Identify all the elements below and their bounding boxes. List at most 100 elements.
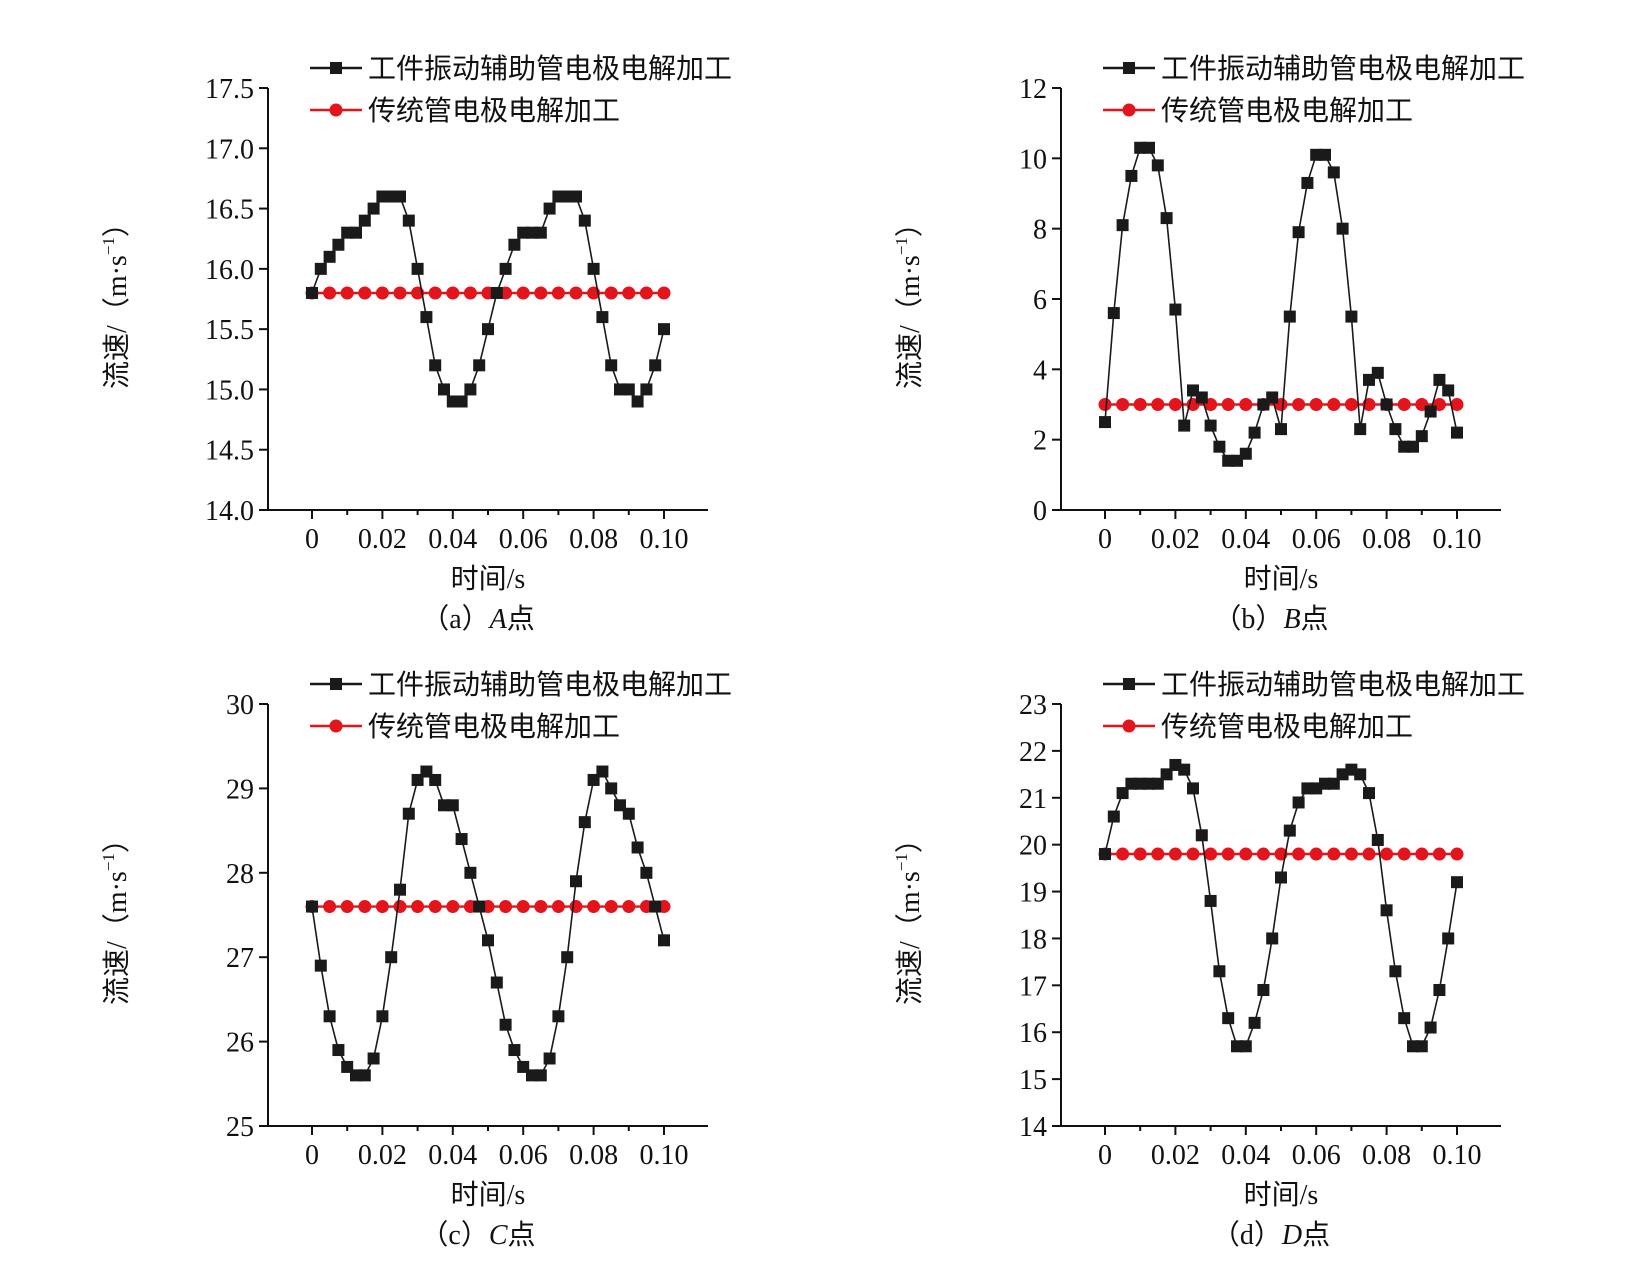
panel-caption: （d）D点 — [1212, 1219, 1330, 1251]
x-tick-label: 0 — [305, 524, 319, 555]
data-point-circle — [411, 900, 425, 914]
data-point-square — [1442, 384, 1455, 397]
data-point-square — [464, 383, 477, 396]
y-axis-label: 流速/（m·s−1） — [99, 825, 133, 1005]
y-tick-label: 29 — [226, 774, 254, 805]
legend-square-marker — [1123, 678, 1135, 690]
data-point-square — [367, 1052, 380, 1065]
chart-panel-a: 14.0 14.5 15.0 15.5 16.0 16.5 17.0 17.5 0 0.02 0.0… — [99, 53, 732, 635]
data-point-square — [640, 383, 653, 396]
y-tick-label: 28 — [226, 859, 254, 890]
data-point-square — [543, 1052, 556, 1065]
y-tick-label: 10 — [1019, 144, 1047, 175]
y-axis-label-end: ） — [894, 209, 926, 237]
data-point-square — [1213, 965, 1226, 978]
data-point-square — [1319, 148, 1331, 161]
x-tick-label: 0.04 — [1221, 524, 1270, 555]
data-point-square — [385, 951, 398, 964]
data-point-circle — [1450, 847, 1464, 861]
y-tick-label: 23 — [1019, 690, 1047, 721]
x-tick-label: 0.06 — [1292, 1140, 1341, 1171]
y-tick-label: 21 — [1019, 784, 1047, 815]
data-point-circle — [1133, 398, 1147, 411]
data-point-square — [1389, 965, 1402, 978]
x-tick-label: 0.10 — [1433, 1140, 1482, 1171]
x-tick-label: 0.10 — [1433, 524, 1482, 555]
legend-square-marker — [330, 62, 342, 74]
caption-prefix: （c） — [420, 1219, 488, 1251]
data-point-square — [578, 214, 591, 227]
legend-label: 工件振动辅助管电极电解加工 — [368, 669, 732, 701]
data-point-square — [429, 773, 442, 786]
data-point-square — [631, 395, 644, 408]
data-point-square — [1099, 416, 1111, 429]
caption-suffix: 点 — [1301, 604, 1329, 635]
data-point-square — [482, 323, 494, 336]
data-point-square — [1451, 426, 1463, 439]
data-point-square — [1283, 310, 1296, 323]
data-point-circle — [1133, 847, 1147, 861]
x-tick-label: 0.08 — [569, 1140, 618, 1171]
legend-label: 工件振动辅助管电极电解加工 — [1161, 53, 1525, 85]
panel-caption: （b）B点 — [1213, 603, 1328, 635]
data-point-square — [1266, 932, 1279, 945]
caption-suffix: 点 — [508, 1220, 536, 1251]
caption-letter: D — [1281, 1220, 1302, 1251]
data-point-square — [534, 226, 547, 239]
data-point-square — [314, 262, 327, 275]
data-point-circle — [1116, 398, 1130, 411]
data-point-square — [1160, 768, 1173, 781]
y-axis-label-sup: −1 — [99, 237, 118, 255]
data-point-circle — [1151, 847, 1165, 861]
data-point-circle — [1344, 847, 1358, 861]
y-tick-label: 19 — [1019, 878, 1047, 909]
data-point-square — [314, 959, 327, 972]
data-point-square — [1283, 824, 1296, 837]
data-point-square — [1433, 373, 1446, 386]
data-point-square — [1099, 848, 1111, 861]
data-point-square — [499, 262, 512, 275]
y-axis-label-sup: −1 — [892, 853, 911, 871]
data-point-square — [622, 807, 635, 820]
data-point-square — [438, 383, 450, 396]
data-point-square — [631, 841, 644, 854]
data-point-square — [1442, 932, 1455, 945]
x-tick-label: 0 — [1098, 1140, 1112, 1171]
data-point-circle — [569, 900, 583, 914]
data-point-square — [446, 799, 459, 812]
data-point-square — [367, 202, 380, 215]
y-tick-label: 16.5 — [205, 195, 254, 226]
data-point-circle — [1432, 847, 1446, 861]
data-point-circle — [1327, 398, 1341, 411]
panel-caption: （c）C点 — [420, 1219, 535, 1251]
data-point-square — [1204, 894, 1217, 907]
data-point-circle — [446, 286, 460, 300]
data-point-square — [1107, 307, 1120, 320]
series-line-square — [311, 770, 665, 1077]
caption-prefix: （d） — [1212, 1219, 1282, 1251]
data-point-circle — [340, 900, 354, 914]
data-point-square — [429, 359, 442, 372]
data-point-circle — [604, 900, 618, 914]
data-point-square — [605, 782, 618, 795]
data-point-circle — [587, 900, 601, 914]
data-point-square — [570, 875, 582, 888]
data-point-square — [1336, 222, 1349, 235]
data-point-square — [658, 323, 670, 336]
data-point-circle — [1309, 398, 1323, 411]
data-point-square — [658, 934, 670, 947]
y-tick-label: 15.5 — [205, 315, 254, 346]
legend-square-marker — [1123, 62, 1135, 74]
y-axis-label-end: ） — [101, 825, 133, 853]
y-tick-label: 4 — [1033, 355, 1047, 386]
y-tick-label: 15 — [1019, 1065, 1047, 1096]
series-line-square — [1104, 764, 1458, 1048]
data-point-square — [1257, 984, 1270, 997]
data-point-square — [1345, 310, 1358, 323]
data-point-square — [332, 238, 345, 251]
data-point-square — [1415, 1040, 1428, 1053]
data-point-square — [1415, 430, 1428, 443]
x-tick-label: 0.04 — [1221, 1140, 1270, 1171]
data-point-circle — [604, 286, 618, 300]
legend-label: 传统管电极电解加工 — [368, 95, 620, 127]
